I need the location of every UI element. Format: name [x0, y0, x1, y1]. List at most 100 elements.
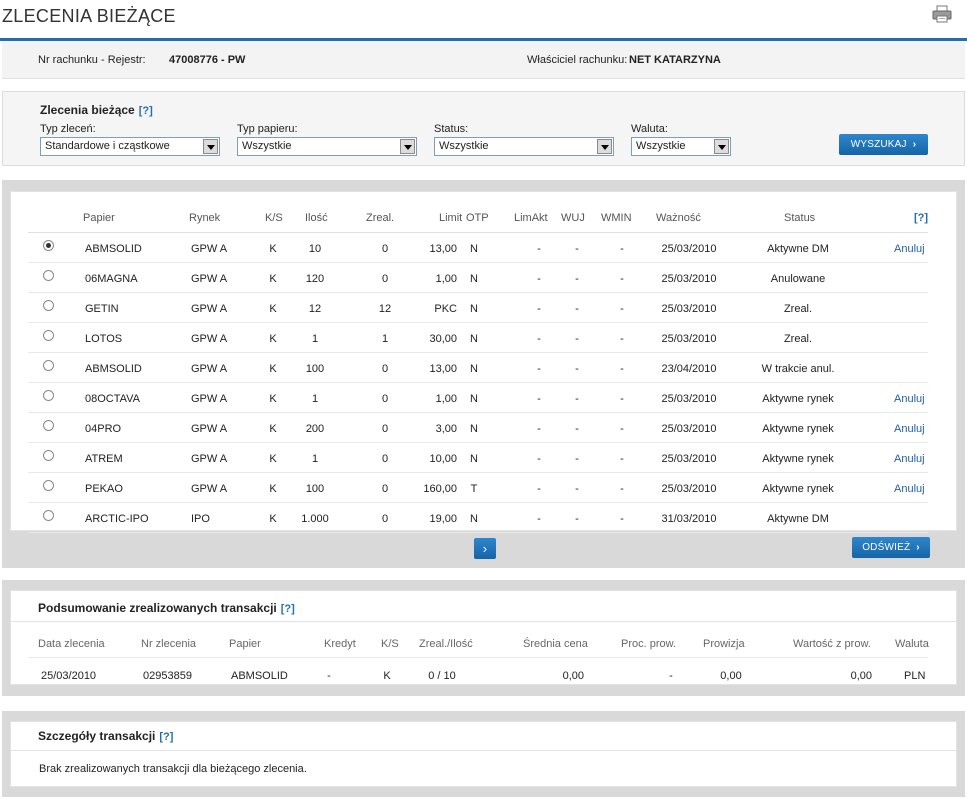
row-select-radio[interactable]	[43, 450, 54, 461]
status-label: Status:	[434, 123, 469, 135]
row-select-radio[interactable]	[43, 420, 54, 431]
table-row[interactable]: PEKAO GPW A K 100 0 160,00 T - - - 25/03/2010 Aktyw…	[28, 473, 928, 503]
row-select-radio[interactable]	[43, 360, 54, 371]
table-row[interactable]: 04PRO GPW A K 200 0 3,00 N - - - 25/03/2010 Aktywne…	[28, 413, 928, 443]
table-row[interactable]: ABMSOLID GPW A K 10 0 13,00 N - - - 25/03/2010 Akty…	[28, 233, 928, 263]
cell-wuj: -	[575, 303, 579, 315]
table-row[interactable]: ATREM GPW A K 1 0 10,00 N - - - 25/03/2010 Aktywne …	[28, 443, 928, 473]
summary-title: Podsumowanie zrealizowanych transakcji	[38, 601, 277, 615]
row-select-radio[interactable]	[43, 330, 54, 341]
search-button[interactable]: WYSZUKAJ ›	[839, 134, 928, 155]
paper-type-label: Typ papieru:	[237, 123, 298, 135]
cancel-order-link[interactable]: Anuluj	[894, 423, 925, 435]
cell-waznosc: 25/03/2010	[661, 243, 717, 255]
row-select-radio[interactable]	[43, 240, 54, 251]
currency-select[interactable]: Wszystkie	[631, 137, 731, 156]
cancel-order-link[interactable]: Anuluj	[894, 483, 925, 495]
table-row[interactable]: 06MAGNA GPW A K 120 0 1,00 N - - - 25/03/2010 Anulo…	[28, 263, 928, 293]
refresh-button-label: ODŚWIEŻ	[862, 542, 911, 553]
details-panel: Szczegóły transakcji [?] Brak zrealizowan…	[2, 711, 965, 797]
cell-waznosc: 25/03/2010	[661, 423, 717, 435]
chevron-down-icon[interactable]	[203, 139, 218, 154]
filter-title: Zlecenia bieżące	[40, 103, 135, 117]
account-number: 47008776 - PW	[169, 54, 246, 66]
chevron-down-icon[interactable]	[714, 139, 729, 154]
row-select-radio[interactable]	[43, 480, 54, 491]
cell-zreal: 0	[381, 393, 389, 405]
row-select-radio[interactable]	[43, 300, 54, 311]
cell-wuj: -	[575, 453, 579, 465]
cell-waznosc: 31/03/2010	[661, 513, 717, 525]
cell-papier: ARCTIC-IPO	[85, 513, 149, 525]
cell-ilosc: 1	[311, 453, 319, 465]
cell-limit: 160,00	[423, 483, 457, 495]
cell-wuj: -	[575, 513, 579, 525]
order-type-value: Standardowe i cząstkowe	[45, 140, 170, 152]
cancel-order-link[interactable]: Anuluj	[894, 453, 925, 465]
search-button-label: WYSZUKAJ	[850, 139, 907, 150]
cell-wmin: -	[620, 513, 624, 525]
cell-status: Aktywne rynek	[762, 423, 834, 435]
cell-limakt: -	[537, 363, 541, 375]
cell-waznosc: 25/03/2010	[661, 303, 717, 315]
table-row[interactable]: 08OCTAVA GPW A K 1 0 1,00 N - - - 25/03/2010 Aktywn…	[28, 383, 928, 413]
summary-card: Podsumowanie zrealizowanych transakcji [?…	[10, 590, 957, 685]
table-row[interactable]: GETIN GPW A K 12 12 PKC N - - - 25/03/2010 Zreal.	[28, 293, 928, 323]
chevron-down-icon[interactable]	[597, 139, 612, 154]
printer-icon[interactable]	[932, 5, 952, 23]
cell-ilosc: 200	[305, 423, 325, 435]
cell-limakt: -	[537, 303, 541, 315]
row-select-radio[interactable]	[43, 390, 54, 401]
orders-table: Papier Rynek K/S Ilość Zreal. Limit OTP LimAkt W…	[10, 191, 957, 533]
row-select-radio[interactable]	[43, 510, 54, 521]
summary-column-header: Papier	[229, 638, 261, 650]
summary-help-link[interactable]: [?]	[280, 603, 295, 615]
cell-wmin: -	[620, 453, 624, 465]
summary-cell: 02953859	[143, 670, 192, 682]
status-select[interactable]: Wszystkie	[434, 137, 614, 156]
cell-limakt: -	[537, 513, 541, 525]
summary-panel: Podsumowanie zrealizowanych transakcji [?…	[2, 580, 965, 696]
summary-cell: 0,00	[562, 670, 584, 682]
cell-wuj: -	[575, 243, 579, 255]
cell-wuj: -	[575, 363, 579, 375]
cancel-order-link[interactable]: Anuluj	[894, 243, 925, 255]
details-card: Szczegóły transakcji [?] Brak zrealizowan…	[10, 721, 957, 787]
cell-wuj: -	[575, 483, 579, 495]
next-page-button[interactable]: ›	[474, 538, 496, 559]
cell-rynek: GPW A	[191, 393, 228, 405]
table-row[interactable]: ARCTIC-IPO IPO K 1.000 0 19,00 N - - - 31/03/2010 A…	[28, 503, 928, 533]
account-owner-label: Właściciel rachunku:	[527, 54, 628, 66]
cell-zreal: 0	[381, 423, 389, 435]
cell-zreal: 0	[381, 453, 389, 465]
chevron-down-icon[interactable]	[400, 139, 415, 154]
cell-otp: N	[470, 513, 478, 525]
details-help-link[interactable]: [?]	[159, 731, 174, 743]
summary-cell: 25/03/2010	[41, 670, 97, 682]
order-type-select[interactable]: Standardowe i cząstkowe	[40, 137, 220, 156]
filter-title-wrap: Zlecenia bieżące [?]	[40, 103, 153, 117]
summary-column-header: K/S	[381, 638, 399, 650]
cell-wmin: -	[620, 483, 624, 495]
cell-rynek: GPW A	[191, 363, 228, 375]
cell-wmin: -	[620, 333, 624, 345]
cell-otp: N	[470, 393, 478, 405]
column-header-help[interactable]: [?]	[914, 212, 929, 224]
refresh-button[interactable]: ODŚWIEŻ ›	[852, 537, 930, 558]
table-row[interactable]: ABMSOLID GPW A K 100 0 13,00 N - - - 23/04/2010 W t…	[28, 353, 928, 383]
cell-ks: K	[269, 513, 277, 525]
cell-limit: 13,00	[429, 243, 457, 255]
cancel-order-link[interactable]: Anuluj	[894, 393, 925, 405]
paper-type-select[interactable]: Wszystkie	[237, 137, 417, 156]
chevron-right-icon: ›	[482, 541, 488, 556]
cell-waznosc: 25/03/2010	[661, 453, 717, 465]
cell-wuj: -	[575, 393, 579, 405]
cell-limit: 3,00	[435, 423, 457, 435]
cell-waznosc: 23/04/2010	[661, 363, 717, 375]
filter-help-link[interactable]: [?]	[138, 105, 153, 117]
cell-wmin: -	[620, 363, 624, 375]
row-select-radio[interactable]	[43, 270, 54, 281]
cell-zreal: 0	[381, 243, 389, 255]
summary-cell: -	[669, 670, 673, 682]
table-row[interactable]: LOTOS GPW A K 1 1 30,00 N - - - 25/03/2010 Zreal.	[28, 323, 928, 353]
